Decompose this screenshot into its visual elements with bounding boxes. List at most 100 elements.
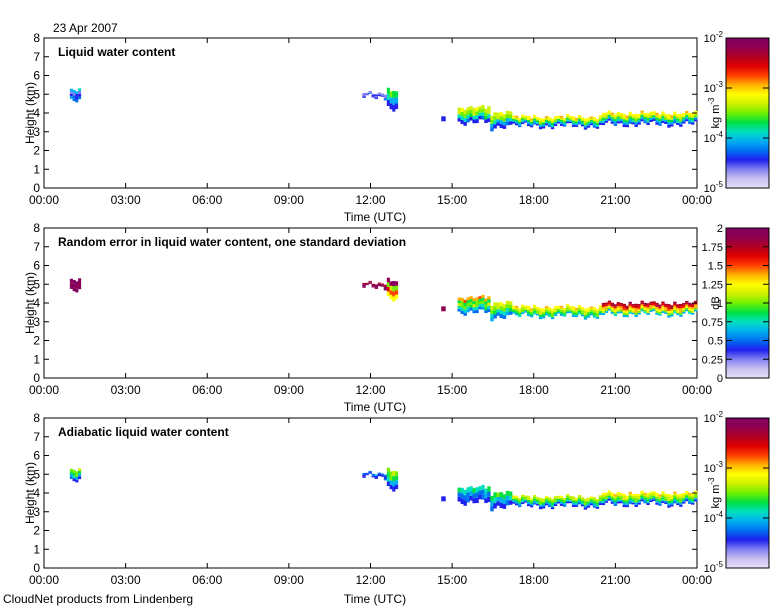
colorbar-tick-base: 10 (704, 413, 716, 425)
data-cell (667, 315, 671, 318)
data-cell (69, 468, 73, 472)
data-cell (601, 115, 606, 118)
colorbar-tick-base: 1.25 (702, 279, 723, 291)
data-cell (622, 314, 626, 318)
data-cell (610, 302, 615, 305)
date-label: 23 Apr 2007 (53, 21, 118, 35)
data-cell (472, 304, 476, 308)
data-cell (72, 475, 76, 479)
data-cell (694, 490, 698, 493)
data-cell (640, 499, 644, 502)
data-cell (571, 306, 576, 309)
data-cell (490, 305, 494, 310)
data-cell (505, 500, 510, 506)
data-cell (553, 122, 558, 125)
data-cell (544, 309, 549, 312)
data-cell (374, 474, 379, 476)
data-cell (685, 309, 689, 312)
data-cell (556, 311, 561, 314)
data-cell (661, 120, 665, 124)
data-cell (691, 117, 695, 121)
data-cell (511, 502, 516, 504)
data-cell (667, 124, 671, 128)
y-tick-label: 5 (33, 277, 40, 291)
data-cell (601, 122, 606, 126)
data-cell (535, 497, 540, 499)
data-cell (475, 111, 479, 116)
data-cell (550, 127, 555, 130)
data-cell (544, 121, 549, 124)
data-cell (583, 310, 588, 314)
data-cell (598, 115, 603, 118)
data-cell (604, 114, 609, 117)
data-cell (72, 98, 76, 102)
data-cell (664, 115, 668, 118)
data-cell (562, 309, 567, 312)
data-cell (640, 117, 644, 120)
data-cell (574, 123, 579, 126)
data-cell (652, 119, 656, 121)
data-cell (580, 314, 585, 317)
data-cell (562, 313, 567, 315)
data-cell (559, 305, 564, 308)
data-cell (604, 116, 609, 119)
data-cell (377, 94, 382, 97)
data-cell (469, 304, 473, 308)
data-cell (625, 497, 629, 500)
data-cell (526, 314, 531, 317)
data-cell (544, 116, 549, 119)
data-cell (502, 315, 507, 319)
data-cell (511, 307, 516, 309)
data-cell (460, 111, 464, 116)
data-cell (457, 107, 461, 112)
data-cell (72, 95, 76, 99)
data-cell (556, 310, 561, 312)
data-cell (637, 499, 641, 502)
data-cell (535, 310, 540, 313)
data-cell (78, 281, 82, 286)
data-cell (383, 288, 388, 291)
data-cell (640, 114, 644, 118)
data-cell (679, 496, 683, 499)
data-cell (475, 487, 479, 493)
data-cell (682, 311, 686, 314)
data-cell (568, 120, 573, 122)
data-cell (460, 107, 464, 112)
data-cell (550, 317, 555, 320)
data-cell (601, 494, 606, 497)
data-cell (520, 312, 525, 315)
data-cell (392, 486, 396, 492)
data-cell (496, 496, 500, 502)
data-cell (607, 118, 612, 121)
data-cell (371, 475, 375, 477)
data-cell (562, 121, 567, 124)
data-cell (72, 89, 76, 93)
data-cell (502, 494, 507, 500)
x-axis-label: Time (UTC) (344, 592, 406, 606)
data-cell (529, 308, 534, 311)
data-cell (69, 473, 73, 477)
data-cell (394, 294, 399, 300)
colorbar-tick-exponent: -5 (716, 180, 724, 189)
data-cell (679, 308, 683, 311)
data-cell (673, 305, 677, 308)
data-cell (526, 312, 531, 315)
data-cell (694, 117, 698, 120)
data-cell (383, 96, 388, 99)
data-cell (580, 500, 585, 503)
data-cell (553, 306, 558, 309)
data-cell (661, 493, 665, 496)
x-tick-label: 03:00 (111, 383, 141, 397)
data-cell (667, 116, 671, 120)
data-cell (532, 308, 537, 311)
data-cell (676, 496, 680, 498)
data-cell (472, 298, 476, 302)
data-cell (562, 117, 567, 120)
data-cell (526, 307, 531, 310)
data-cell (616, 501, 621, 504)
data-cell (72, 478, 76, 482)
data-cell (628, 303, 632, 306)
data-cell (386, 277, 390, 283)
data-cell (538, 500, 543, 503)
data-cell (607, 114, 612, 117)
